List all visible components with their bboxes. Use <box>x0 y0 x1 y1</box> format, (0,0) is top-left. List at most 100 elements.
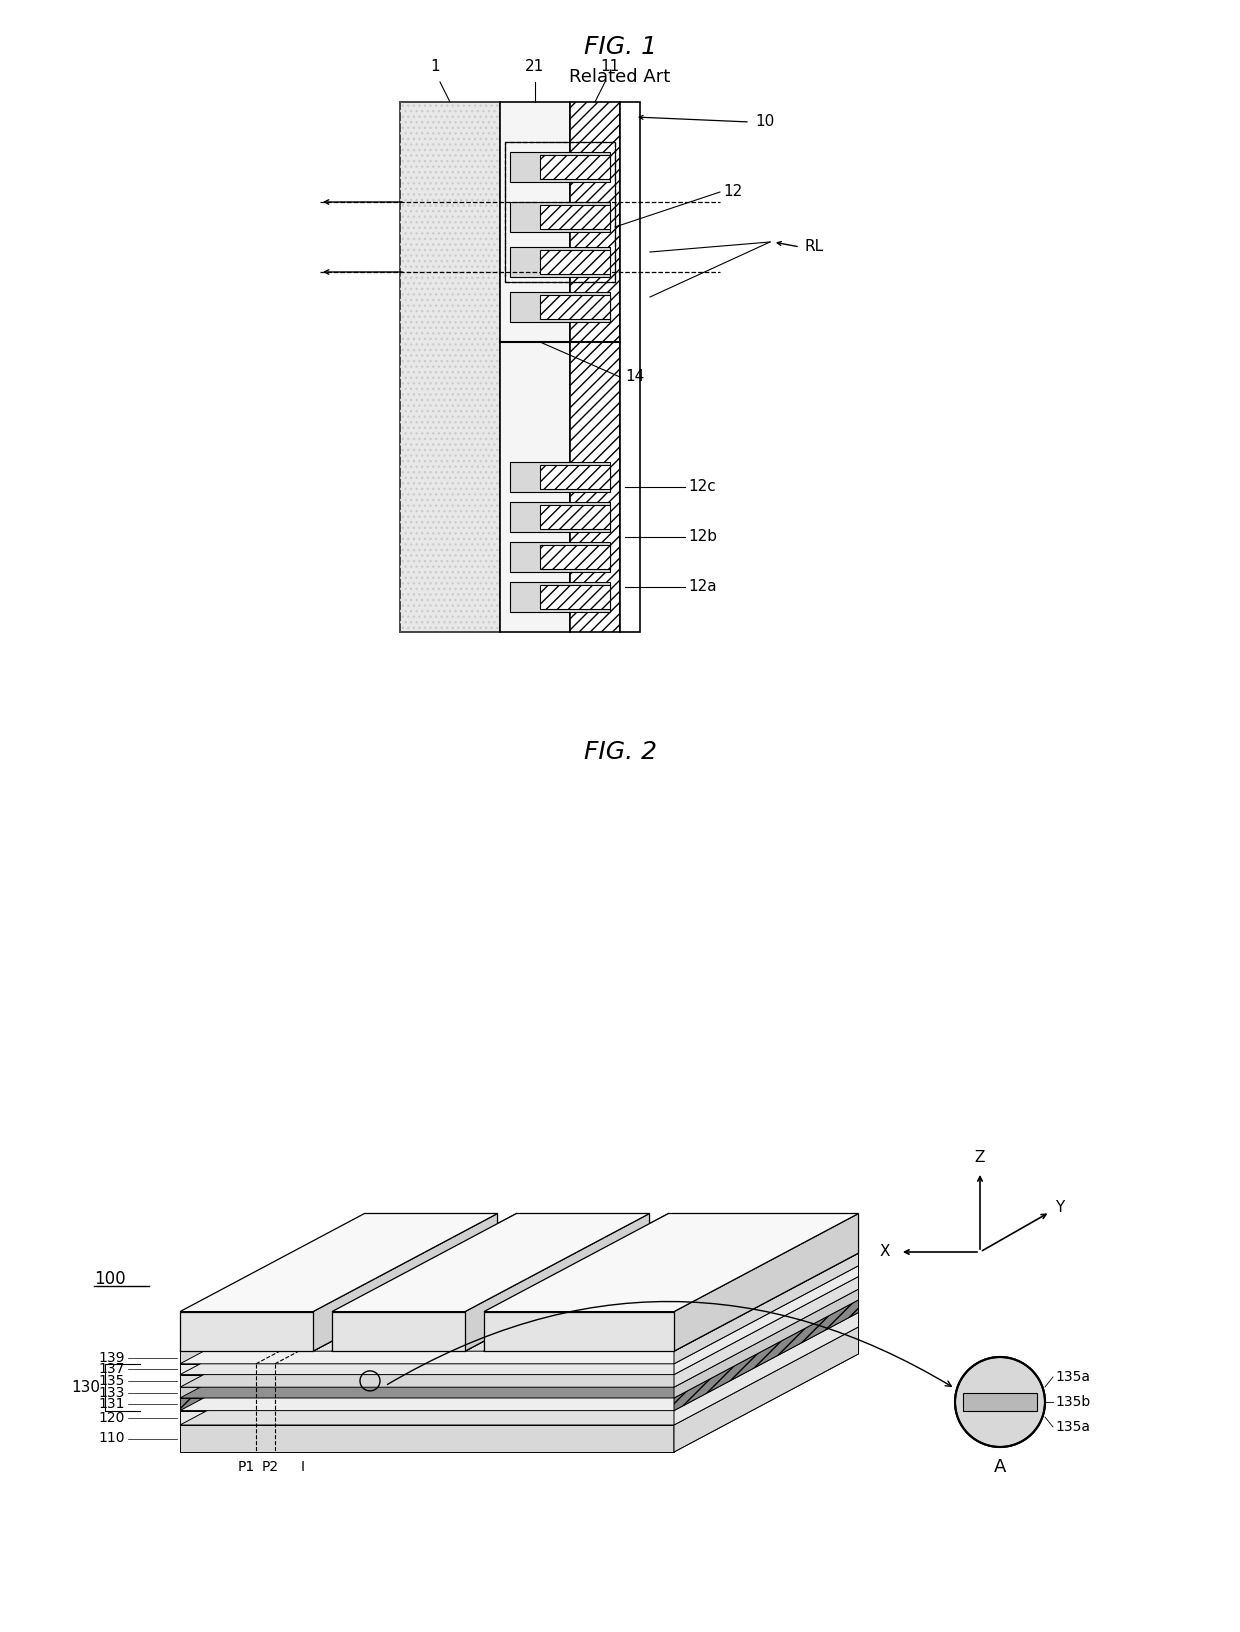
Polygon shape <box>180 1387 675 1399</box>
Polygon shape <box>484 1253 858 1351</box>
Polygon shape <box>180 1351 675 1364</box>
Text: FIG. 2: FIG. 2 <box>584 739 656 764</box>
Polygon shape <box>180 1374 675 1387</box>
Bar <box>505 142 615 282</box>
Bar <box>539 465 610 490</box>
Bar <box>539 295 610 318</box>
Polygon shape <box>180 1425 675 1452</box>
Text: 139: 139 <box>98 1351 125 1364</box>
Text: 131: 131 <box>98 1397 125 1412</box>
Bar <box>510 462 610 491</box>
Text: 133: 133 <box>99 1386 125 1400</box>
Bar <box>401 101 500 632</box>
Text: A: A <box>993 1457 1006 1475</box>
Text: 14: 14 <box>625 369 645 385</box>
Polygon shape <box>675 1327 858 1452</box>
Text: 135: 135 <box>99 1374 125 1387</box>
Polygon shape <box>675 1312 858 1425</box>
Text: 135a: 135a <box>1055 1420 1090 1435</box>
Polygon shape <box>312 1214 497 1351</box>
Text: 12: 12 <box>723 184 743 199</box>
Circle shape <box>955 1356 1045 1448</box>
Bar <box>505 142 615 282</box>
Text: Z: Z <box>975 1149 986 1165</box>
Polygon shape <box>180 1410 675 1425</box>
Bar <box>963 1394 1037 1412</box>
Polygon shape <box>465 1214 650 1351</box>
Polygon shape <box>675 1299 858 1410</box>
Polygon shape <box>675 1276 858 1387</box>
Text: 1: 1 <box>430 59 440 75</box>
Text: 21: 21 <box>526 59 544 75</box>
Text: 120: 120 <box>99 1410 125 1425</box>
Bar <box>510 503 610 532</box>
Bar <box>539 504 610 529</box>
Polygon shape <box>484 1214 858 1312</box>
Polygon shape <box>675 1253 858 1364</box>
Bar <box>510 152 610 183</box>
Bar <box>539 250 610 274</box>
Polygon shape <box>180 1327 858 1425</box>
Text: RL: RL <box>805 240 825 255</box>
Polygon shape <box>180 1253 497 1351</box>
Bar <box>510 542 610 571</box>
Polygon shape <box>675 1266 858 1374</box>
Text: 130: 130 <box>71 1379 100 1395</box>
Bar <box>510 202 610 232</box>
Polygon shape <box>180 1312 858 1410</box>
Polygon shape <box>332 1312 465 1351</box>
Text: P3: P3 <box>531 1240 547 1255</box>
Polygon shape <box>675 1276 858 1387</box>
Polygon shape <box>180 1276 858 1374</box>
Bar <box>620 101 640 632</box>
Bar <box>539 545 610 570</box>
Polygon shape <box>180 1399 675 1410</box>
Bar <box>510 583 610 612</box>
Polygon shape <box>675 1214 858 1351</box>
Text: 12a: 12a <box>688 579 717 594</box>
Text: Related Art: Related Art <box>569 69 671 86</box>
Polygon shape <box>332 1214 650 1312</box>
Polygon shape <box>180 1299 858 1399</box>
Text: 135a: 135a <box>1055 1369 1090 1384</box>
Polygon shape <box>484 1312 675 1351</box>
Bar <box>500 101 570 632</box>
Text: Y: Y <box>1055 1200 1065 1214</box>
Polygon shape <box>180 1289 858 1387</box>
Bar <box>539 155 610 180</box>
Text: 110: 110 <box>98 1431 125 1446</box>
Polygon shape <box>180 1364 675 1374</box>
Bar <box>510 246 610 277</box>
Text: X: X <box>879 1245 890 1260</box>
Polygon shape <box>675 1312 858 1425</box>
Polygon shape <box>675 1266 858 1374</box>
Bar <box>539 206 610 228</box>
Text: 140: 140 <box>377 1289 404 1302</box>
Bar <box>510 292 610 322</box>
Text: I: I <box>301 1461 305 1474</box>
Polygon shape <box>180 1266 858 1364</box>
Text: P2: P2 <box>262 1461 278 1474</box>
Text: 12b: 12b <box>688 529 717 545</box>
Text: 137: 137 <box>99 1363 125 1376</box>
Polygon shape <box>675 1299 858 1410</box>
Text: 135b: 135b <box>1055 1395 1090 1408</box>
Text: 10: 10 <box>755 114 774 129</box>
Polygon shape <box>675 1253 858 1364</box>
Text: FIG. 1: FIG. 1 <box>584 34 656 59</box>
Text: 11: 11 <box>600 59 620 75</box>
Bar <box>401 101 500 632</box>
Bar <box>539 584 610 609</box>
Polygon shape <box>180 1253 858 1351</box>
Polygon shape <box>180 1312 312 1351</box>
Text: 140: 140 <box>264 1275 290 1289</box>
Text: P3: P3 <box>378 1240 396 1255</box>
Polygon shape <box>675 1289 858 1399</box>
Polygon shape <box>180 1214 497 1312</box>
Text: 12c: 12c <box>688 480 715 494</box>
Polygon shape <box>332 1253 650 1351</box>
Text: 100: 100 <box>94 1270 125 1288</box>
Text: I': I' <box>725 1240 733 1255</box>
Text: P1: P1 <box>237 1461 254 1474</box>
Polygon shape <box>675 1289 858 1399</box>
